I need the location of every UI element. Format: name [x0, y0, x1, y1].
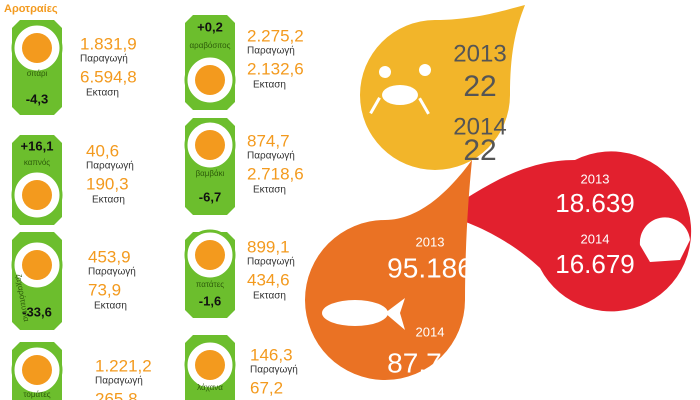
production-label: Παραγωγή [247, 150, 295, 162]
crop-name: βαμβάκι [196, 169, 225, 178]
catch-value: 18.639 [555, 188, 635, 218]
shell-icon [639, 217, 690, 262]
year-label: 2013 [581, 171, 610, 186]
area-value: 2.718,6 [247, 164, 304, 183]
area-label: Εκταση [86, 88, 119, 99]
crop-icon [195, 65, 225, 95]
crop-icon [22, 355, 52, 385]
year-label: 2013 [453, 40, 506, 67]
production-label: Παραγωγή [247, 256, 295, 268]
production-value: 453,9 [88, 247, 131, 266]
production-value: 874,7 [247, 131, 290, 150]
crop-name: λάχανα [197, 383, 223, 392]
year-label: 2014 [416, 324, 445, 339]
catch-value: 16.679 [555, 249, 635, 279]
area-value: 434,6 [247, 270, 290, 289]
crop-name: καπνός [24, 158, 50, 167]
crop-icon [22, 250, 52, 280]
crop-change: -6,7 [199, 189, 221, 204]
production-label: Παραγωγή [95, 375, 143, 387]
crop-icon [195, 130, 225, 160]
section-title: Αροτραίες [4, 3, 58, 15]
area-value: 6.594,8 [80, 67, 137, 86]
catch-value: 22 [463, 134, 496, 167]
production-value: 1.221,2 [95, 356, 152, 375]
crop-name: αραβόσιτος [190, 41, 231, 50]
production-value: 1.831,9 [80, 34, 137, 53]
catch-value: 22 [463, 70, 496, 103]
crop-name: πατάτες [196, 280, 224, 289]
area-value: 67,2 [250, 378, 283, 397]
year-label: 2014 [581, 231, 610, 246]
area-value: 2.132,6 [247, 59, 304, 78]
crop-icon [195, 350, 225, 380]
crop-change: +0,2 [197, 19, 223, 34]
crop-icon [22, 33, 52, 63]
crab-icon [369, 64, 431, 115]
area-value: 73,9 [88, 280, 121, 299]
catch-value: 87.761 [387, 347, 473, 378]
area-value: 190,3 [86, 174, 129, 193]
catch-value: 95.186 [387, 252, 473, 283]
crop-change: -1,6 [199, 293, 221, 308]
production-value: 2.275,2 [247, 26, 304, 45]
crop-change: +16,1 [21, 138, 54, 153]
production-label: Παραγωγή [80, 53, 128, 65]
production-label: Παραγωγή [250, 364, 298, 376]
area-label: Εκταση [253, 80, 286, 91]
area-label: Εκταση [253, 185, 286, 196]
production-label: Παραγωγή [88, 266, 136, 278]
shell-bubble [440, 151, 692, 312]
crop-icon [22, 180, 52, 210]
year-label: 2014 [453, 113, 506, 140]
fish-icon [322, 298, 405, 330]
year-label: 2013 [416, 234, 445, 249]
production-label: Παραγωγή [247, 45, 295, 57]
crop-change: -4,3 [26, 91, 48, 106]
crop-name: τομάτες [23, 390, 50, 399]
area-label: Εκταση [253, 291, 286, 302]
production-value: 40,6 [86, 141, 119, 160]
area-label: Εκταση [94, 301, 127, 312]
area-label: Εκταση [92, 195, 125, 206]
crop-name: σιτάρι [27, 69, 48, 78]
production-label: Παραγωγή [86, 160, 134, 172]
production-value: 146,3 [250, 345, 293, 364]
crop-change: -33,6 [22, 304, 52, 319]
area-value: 265,8 [95, 389, 138, 400]
crab-bubble [360, 5, 525, 170]
crop-icon [195, 240, 225, 270]
production-value: 899,1 [247, 237, 290, 256]
